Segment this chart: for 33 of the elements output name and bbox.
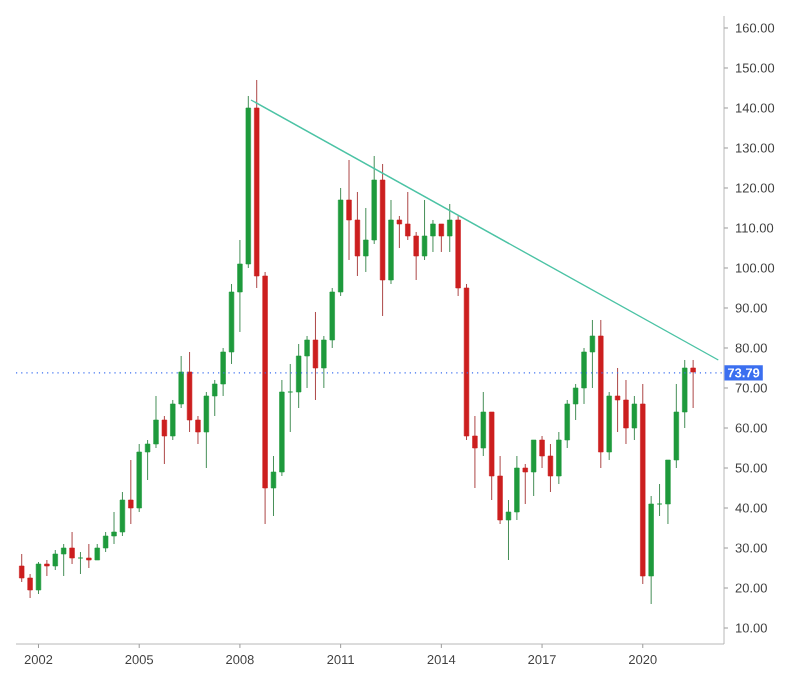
candlestick [102, 531, 109, 553]
candlestick [354, 191, 361, 277]
candlestick [447, 203, 453, 253]
candlestick [623, 379, 629, 445]
candlestick [296, 343, 302, 409]
candlestick [153, 395, 159, 449]
candlestick [304, 335, 310, 389]
candlestick [128, 459, 134, 525]
candlestick [631, 395, 638, 441]
candlestick [430, 219, 436, 253]
candlestick [531, 439, 537, 497]
candlestick [614, 367, 621, 433]
candlestick [522, 463, 528, 505]
candlestick [547, 443, 554, 493]
candlestick [346, 159, 352, 261]
candlestick [690, 359, 696, 409]
candlestick [27, 573, 33, 599]
candlestick [396, 215, 403, 249]
candlestick [161, 415, 168, 465]
candlestick [119, 491, 126, 537]
candlestick [480, 391, 486, 457]
candlestick [421, 199, 428, 261]
candlestick [438, 223, 444, 253]
candlestick [19, 553, 25, 583]
candlestick [312, 311, 319, 401]
candlestick [77, 551, 84, 575]
candlestick [413, 231, 419, 281]
candlestick [539, 435, 545, 469]
candlestick [69, 531, 75, 565]
candlestick [35, 561, 42, 595]
candlestick [86, 543, 92, 569]
candlestick [589, 319, 596, 389]
candlestick [44, 559, 50, 577]
